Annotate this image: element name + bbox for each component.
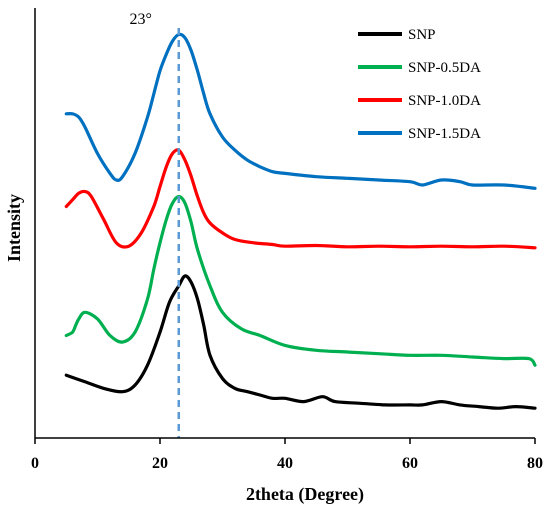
y-axis-title: Intensity	[4, 194, 24, 262]
series-line-snp-1-0da	[64, 148, 537, 250]
x-tick-label: 80	[527, 455, 543, 472]
series-line-snp-0-5da	[64, 194, 537, 367]
x-axis-title: 2theta (Degree)	[246, 484, 364, 505]
legend-label: SNP-0.5DA	[408, 60, 481, 76]
x-axis-ticks: 0 20 40 60 80	[31, 438, 543, 472]
x-tick-label: 60	[402, 455, 418, 472]
legend-label: SNP-1.0DA	[408, 93, 481, 109]
legend-label: SNP-1.5DA	[408, 126, 481, 142]
legend-label: SNP	[408, 27, 436, 43]
series-line-snp-1-5da	[64, 32, 537, 190]
x-tick-label: 20	[152, 455, 168, 472]
plot-lines	[64, 32, 537, 410]
x-tick-label: 40	[277, 455, 293, 472]
legend: SNP SNP-0.5DA SNP-1.0DA SNP-1.5DA	[358, 27, 481, 142]
x-tick-label: 0	[31, 455, 39, 472]
peak-marker-label: 23°	[130, 11, 152, 28]
series-line-snp	[64, 274, 537, 410]
